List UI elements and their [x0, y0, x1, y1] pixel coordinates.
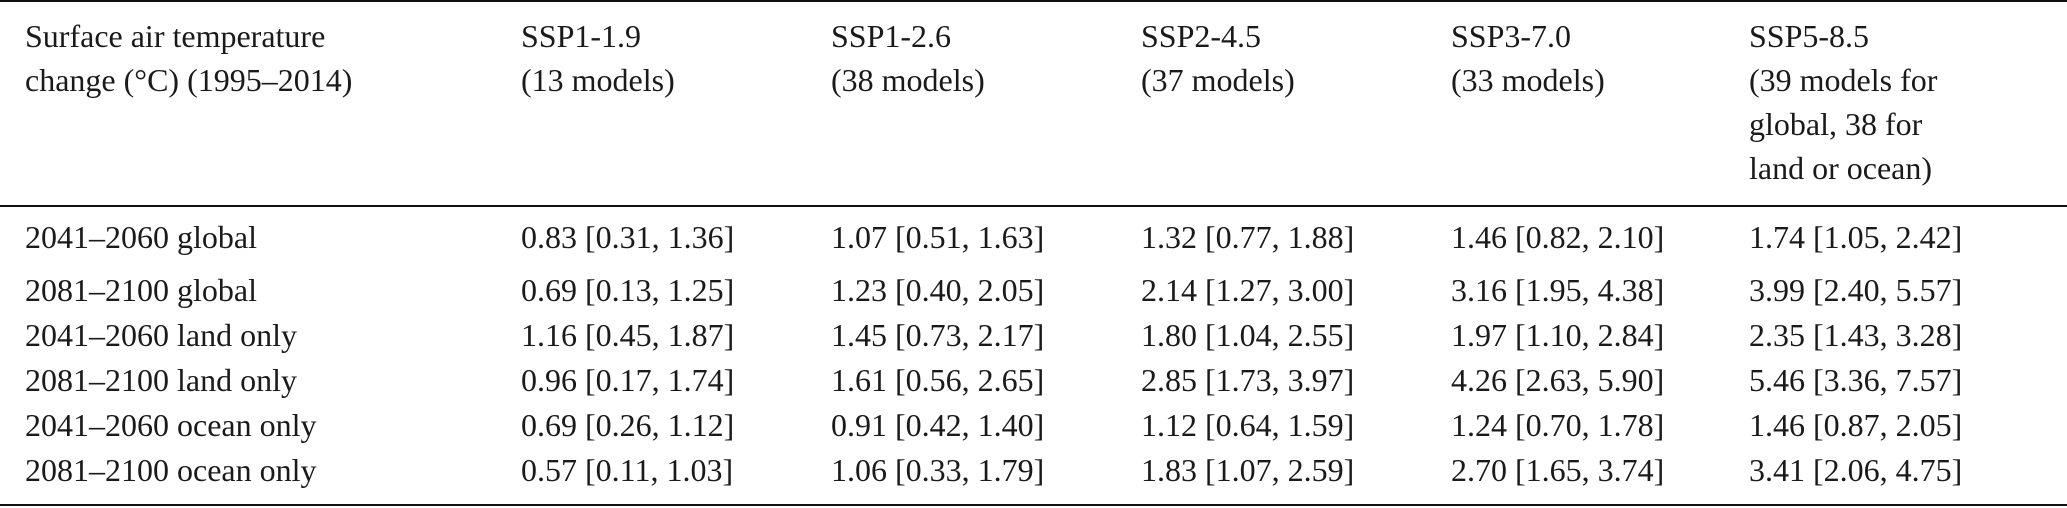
- table-cell: 2.85 [1.73, 3.97]: [1141, 362, 1355, 398]
- table-cell: 1.06 [0.33, 1.79]: [831, 452, 1045, 488]
- header-scenario-ssp2-4-5: SSP2-4.5 (37 models): [1141, 0, 1451, 191]
- table-row: 2081–2100 global 0.69 [0.13, 1.25] 1.23 …: [0, 268, 2067, 313]
- scenario-name: SSP1-1.9: [521, 18, 642, 54]
- header-scenario-ssp1-2-6: SSP1-2.6 (38 models): [831, 0, 1141, 191]
- row-label: 2081–2100 global: [25, 272, 257, 308]
- table-row: 2041–2060 ocean only 0.69 [0.26, 1.12] 0…: [0, 403, 2067, 448]
- table-row: 2041–2060 global 0.83 [0.31, 1.36] 1.07 …: [0, 191, 2067, 268]
- table-cell: 1.83 [1.07, 2.59]: [1141, 452, 1355, 488]
- temperature-change-table: Surface air temperature change (°C) (199…: [0, 0, 2067, 493]
- table-cell: 0.83 [0.31, 1.36]: [521, 219, 735, 255]
- table-header: Surface air temperature change (°C) (199…: [0, 0, 2067, 191]
- row-label: 2041–2060 ocean only: [25, 407, 317, 443]
- table-cell: 3.99 [2.40, 5.57]: [1749, 272, 1963, 308]
- table-cell: 1.97 [1.10, 2.84]: [1451, 317, 1665, 353]
- table-cell: 5.46 [3.36, 7.57]: [1749, 362, 1963, 398]
- table-cell: 1.46 [0.87, 2.05]: [1749, 407, 1963, 443]
- table-cell: 1.24 [0.70, 1.78]: [1451, 407, 1665, 443]
- table-cell: 0.69 [0.26, 1.12]: [521, 407, 735, 443]
- top-rule: [0, 0, 2067, 2]
- table-cell: 0.91 [0.42, 1.40]: [831, 407, 1045, 443]
- scenario-models: (13 models): [521, 62, 675, 98]
- table-row: 2081–2100 ocean only 0.57 [0.11, 1.03] 1…: [0, 448, 2067, 493]
- table-body: 2041–2060 global 0.83 [0.31, 1.36] 1.07 …: [0, 191, 2067, 493]
- row-label: 2081–2100 ocean only: [25, 452, 317, 488]
- table-cell: 1.12 [0.64, 1.59]: [1141, 407, 1355, 443]
- table-row: 2041–2060 land only 1.16 [0.45, 1.87] 1.…: [0, 313, 2067, 358]
- scenario-models-cont: land or ocean): [1749, 150, 1933, 186]
- table-row: 2081–2100 land only 0.96 [0.17, 1.74] 1.…: [0, 358, 2067, 403]
- header-quantity: Surface air temperature change (°C) (199…: [0, 0, 521, 191]
- table-cell: 2.14 [1.27, 3.00]: [1141, 272, 1355, 308]
- table-cell: 1.32 [0.77, 1.88]: [1141, 219, 1355, 255]
- table-cell: 0.57 [0.11, 1.03]: [521, 452, 734, 488]
- table-cell: 1.07 [0.51, 1.63]: [831, 219, 1045, 255]
- header-row: Surface air temperature change (°C) (199…: [0, 0, 2067, 191]
- table-cell: 1.46 [0.82, 2.10]: [1451, 219, 1665, 255]
- table-cell: 1.23 [0.40, 2.05]: [831, 272, 1045, 308]
- table-cell: 3.41 [2.06, 4.75]: [1749, 452, 1963, 488]
- header-scenario-ssp5-8-5: SSP5-8.5 (39 models for global, 38 for l…: [1749, 0, 2067, 191]
- table-cell: 3.16 [1.95, 4.38]: [1451, 272, 1665, 308]
- row-label: 2041–2060 global: [25, 219, 257, 255]
- bottom-rule: [0, 504, 2067, 506]
- table-cell: 4.26 [2.63, 5.90]: [1451, 362, 1665, 398]
- row-label: 2041–2060 land only: [25, 317, 297, 353]
- header-quantity-line1: Surface air temperature: [25, 18, 326, 54]
- header-scenario-ssp1-1-9: SSP1-1.9 (13 models): [521, 0, 831, 191]
- table-cell: 1.16 [0.45, 1.87]: [521, 317, 735, 353]
- scenario-models-cont: global, 38 for: [1749, 106, 1923, 142]
- scenario-name: SSP5-8.5: [1749, 18, 1870, 54]
- scenario-name: SSP3-7.0: [1451, 18, 1572, 54]
- scenario-name: SSP2-4.5: [1141, 18, 1262, 54]
- header-scenario-ssp3-7-0: SSP3-7.0 (33 models): [1451, 0, 1749, 191]
- table-cell: 0.69 [0.13, 1.25]: [521, 272, 735, 308]
- table-cell: 2.35 [1.43, 3.28]: [1749, 317, 1963, 353]
- header-rule: [0, 205, 2067, 207]
- row-label: 2081–2100 land only: [25, 362, 297, 398]
- table-cell: 1.45 [0.73, 2.17]: [831, 317, 1045, 353]
- scenario-models: (33 models): [1451, 62, 1605, 98]
- table-cell: 2.70 [1.65, 3.74]: [1451, 452, 1665, 488]
- table-cell: 1.80 [1.04, 2.55]: [1141, 317, 1355, 353]
- table-cell: 1.74 [1.05, 2.42]: [1749, 219, 1963, 255]
- table-cell: 0.96 [0.17, 1.74]: [521, 362, 735, 398]
- scenario-models: (38 models): [831, 62, 985, 98]
- header-quantity-line2: change (°C) (1995–2014): [25, 62, 353, 98]
- scenario-models: (37 models): [1141, 62, 1295, 98]
- scenario-name: SSP1-2.6: [831, 18, 952, 54]
- scenario-models: (39 models for: [1749, 62, 1938, 98]
- table-cell: 1.61 [0.56, 2.65]: [831, 362, 1045, 398]
